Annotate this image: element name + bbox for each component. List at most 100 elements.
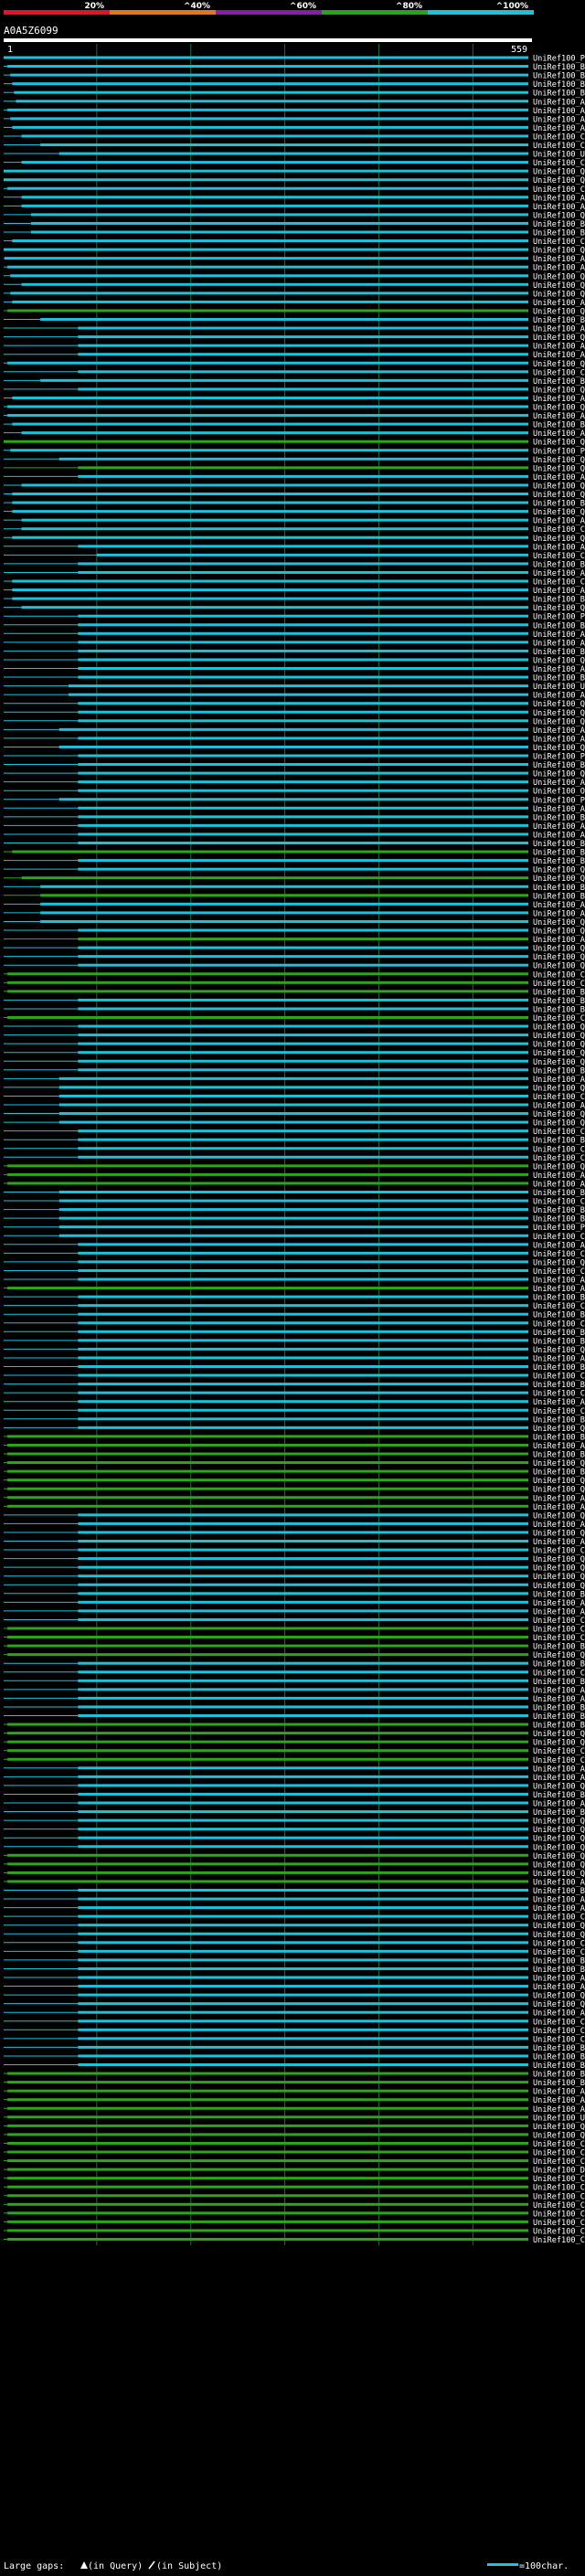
hit-bar[interactable]: [10, 274, 528, 278]
hit-label[interactable]: UniRef100_A8LCL8: [533, 1896, 585, 1905]
hit-label[interactable]: UniRef100_C2W037: [533, 1302, 585, 1311]
hit-label[interactable]: UniRef100_A4CVJ2: [533, 412, 585, 421]
hit-bar[interactable]: [7, 1172, 529, 1176]
hit-bar[interactable]: [78, 1985, 529, 1988]
hit-label[interactable]: UniRef100_Q2JXS0: [533, 1459, 585, 1468]
hit-label[interactable]: UniRef100_A0TQK8: [533, 1983, 585, 1992]
hit-bar[interactable]: [78, 1513, 529, 1517]
hit-label[interactable]: UniRef100_A0YHP5: [533, 1285, 585, 1294]
hit-bar[interactable]: [78, 1600, 529, 1604]
hit-label[interactable]: UniRef100_C9LJS2: [533, 1617, 585, 1626]
hit-bar[interactable]: [78, 641, 529, 644]
hit-label[interactable]: UniRef100_C6QZB6: [533, 2219, 585, 2228]
hit-label[interactable]: UniRef100_Q9A963: [533, 1555, 585, 1564]
hit-label[interactable]: UniRef100_A6YRA4: [533, 325, 585, 334]
hit-bar[interactable]: [21, 431, 529, 435]
hit-label[interactable]: UniRef100_P51332: [533, 447, 585, 456]
hit-label[interactable]: UniRef100_A9FN05: [533, 587, 585, 596]
hit-bar[interactable]: [21, 196, 529, 199]
hit-bar[interactable]: [78, 1688, 529, 1691]
hit-label[interactable]: UniRef100_B8IST7: [533, 1791, 585, 1800]
hit-label[interactable]: UniRef100_C6BSF8: [533, 1948, 585, 1957]
hit-bar[interactable]: [78, 1383, 529, 1386]
hit-label[interactable]: UniRef100_C1ZQZ9: [533, 1669, 585, 1678]
hit-bar[interactable]: [7, 1644, 529, 1648]
hit-label[interactable]: UniRef100_Q55662: [533, 918, 585, 928]
hit-bar[interactable]: [12, 82, 529, 86]
hit-bar[interactable]: [78, 1426, 529, 1429]
hit-label[interactable]: UniRef100_Q85508: [533, 1023, 585, 1033]
hit-label[interactable]: UniRef100_Q8S762: [533, 168, 585, 177]
hit-bar[interactable]: [78, 1295, 529, 1299]
hit-label[interactable]: UniRef100_B6RG41: [533, 2044, 585, 2053]
hit-bar[interactable]: [78, 1775, 529, 1778]
hit-label[interactable]: UniRef100_A5E327: [533, 264, 585, 273]
hit-label[interactable]: UniRef100_B4W884: [533, 1966, 585, 1975]
hit-bar[interactable]: [78, 1373, 529, 1377]
hit-label[interactable]: UniRef100_A3Z565: [533, 1765, 585, 1774]
hit-bar[interactable]: [7, 309, 529, 313]
hit-label[interactable]: UniRef100_C4VUK9: [533, 1747, 585, 1756]
hit-bar[interactable]: [78, 335, 529, 339]
hit-bar[interactable]: [78, 1391, 529, 1394]
hit-label[interactable]: UniRef100_A2BKR7: [533, 569, 585, 578]
hit-bar[interactable]: [12, 493, 529, 495]
hit-bar[interactable]: [78, 1696, 529, 1700]
hit-bar[interactable]: [78, 1897, 529, 1901]
hit-bar[interactable]: [21, 876, 529, 880]
hit-bar[interactable]: [14, 90, 528, 94]
hit-label[interactable]: UniRef100_B4VWA9: [533, 892, 585, 901]
hit-label[interactable]: UniRef100_A0YSQ2: [533, 822, 585, 832]
hit-bar[interactable]: [78, 1583, 529, 1586]
hit-bar[interactable]: [5, 257, 528, 260]
hit-label[interactable]: UniRef100_A8YK00: [533, 779, 585, 788]
hit-label[interactable]: UniRef100_Q9A974: [533, 1477, 585, 1486]
hit-label[interactable]: UniRef100_C7GFS4: [533, 1390, 585, 1399]
hit-bar[interactable]: [78, 1521, 529, 1525]
hit-label[interactable]: UniRef100_Q7NKD6: [533, 1573, 585, 1582]
hit-label[interactable]: UniRef100_C1EF08: [533, 1250, 585, 1259]
hit-bar[interactable]: [78, 1810, 529, 1814]
hit-bar[interactable]: [21, 134, 529, 138]
hit-label[interactable]: UniRef100_A4S4W8: [533, 1102, 585, 1111]
hit-label[interactable]: UniRef100_B4AFI7: [533, 1808, 585, 1818]
hit-bar[interactable]: [78, 1617, 529, 1621]
hit-bar[interactable]: [78, 1679, 529, 1682]
hit-bar[interactable]: [78, 859, 529, 863]
hit-label[interactable]: UniRef100_A6KDX3: [533, 1521, 585, 1530]
hit-bar[interactable]: [7, 2133, 529, 2136]
hit-bar[interactable]: [78, 1828, 529, 1831]
hit-label[interactable]: UniRef100_A9NSD9: [533, 692, 585, 701]
hit-label[interactable]: UniRef100_Q3AX79: [533, 770, 585, 779]
hit-bar[interactable]: [78, 1251, 529, 1255]
hit-bar[interactable]: [7, 1435, 529, 1438]
hit-label[interactable]: UniRef100_C4X113: [533, 2149, 585, 2158]
hit-label[interactable]: UniRef100_Q0C413: [533, 2000, 585, 2009]
hit-label[interactable]: UniRef100_B7KBU2: [533, 1678, 585, 1687]
hit-bar[interactable]: [78, 2010, 529, 2014]
hit-label[interactable]: UniRef100_Q87444: [533, 1922, 585, 1931]
hit-label[interactable]: UniRef100_P42762: [533, 55, 585, 64]
hit-label[interactable]: UniRef100_A0STW3: [533, 1494, 585, 1503]
hit-label[interactable]: UniRef100_B7K4L1: [533, 560, 585, 569]
hit-bar[interactable]: [78, 1051, 529, 1055]
hit-bar[interactable]: [78, 1339, 529, 1342]
hit-bar[interactable]: [21, 527, 529, 531]
hit-bar[interactable]: [7, 2115, 529, 2119]
hit-bar[interactable]: [78, 474, 529, 478]
hit-label[interactable]: UniRef100_C5XU56: [533, 238, 585, 247]
hit-bar[interactable]: [7, 1749, 529, 1753]
hit-label[interactable]: UniRef100_C7LGY0: [533, 2201, 585, 2210]
hit-label[interactable]: UniRef100_C0UB59: [533, 2027, 585, 2036]
hit-bar[interactable]: [7, 1496, 529, 1500]
hit-bar[interactable]: [78, 1914, 529, 1918]
hit-bar[interactable]: [78, 2002, 529, 2006]
hit-label[interactable]: UniRef100_Q6BBZ6: [533, 656, 585, 665]
hit-bar[interactable]: [78, 1924, 529, 1927]
hit-bar[interactable]: [7, 1723, 529, 1726]
hit-label[interactable]: UniRef100_B9IDD5: [533, 80, 585, 90]
hit-bar[interactable]: [78, 823, 529, 827]
hit-bar[interactable]: [78, 806, 529, 810]
hit-bar[interactable]: [58, 727, 528, 731]
hit-label[interactable]: UniRef100_B4WSB2: [533, 1337, 585, 1346]
